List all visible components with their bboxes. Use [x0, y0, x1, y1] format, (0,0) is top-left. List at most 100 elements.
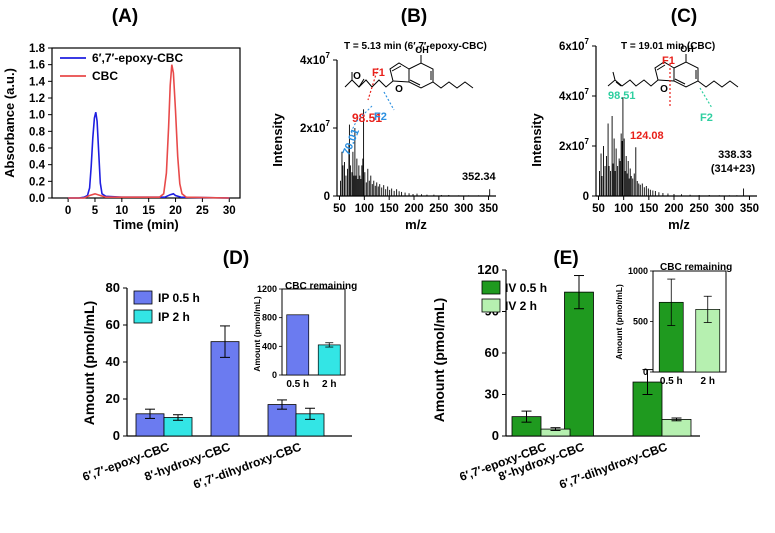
panel-a-x-axis-title: Time (min): [113, 217, 179, 232]
panel-a-x-tick-label: 25: [196, 205, 209, 217]
panel-d-inset-bar: [286, 314, 310, 376]
panel-d-y-tick-label: 80: [106, 280, 120, 295]
panel-d-inset-title: CBC remaining: [285, 281, 357, 292]
panel-letter-d: (D): [223, 248, 249, 269]
panel-b-y-axis-title: Intensity: [270, 113, 285, 167]
panel-d-legend-swatch-2: [133, 309, 153, 324]
panel-b-x-axis-title: m/z: [405, 217, 427, 232]
panel-b-y-tick-label: 2x107: [300, 119, 331, 135]
panel-b-y-ticks: 0 2x107 4x107: [300, 51, 337, 203]
panel-d-inset-category-labels: 0.5 h 2 h: [286, 379, 336, 390]
panel-c-mass-spectrum: 0 2x107 4x107 6x107 50 100 150 200 250 300 350 T …: [529, 37, 759, 232]
panel-letter-e: (E): [553, 248, 578, 269]
panel-d-y-ticks: 0 20 40 60 80: [106, 280, 127, 443]
panel-d-inset-frame: [281, 288, 346, 376]
panel-e-inset-bars: [658, 278, 721, 373]
panel-a-series-epoxy-line: [68, 112, 230, 199]
panel-d-inset: CBC remaining 0 400 800 1200 0.5 h 2 h Amoun…: [252, 281, 357, 390]
panel-a-plot-frame: [51, 47, 241, 199]
panel-e-inset-title: CBC remaining: [660, 262, 732, 273]
panel-c-x-tick-label: 50: [592, 203, 605, 215]
panel-b-x-ticks: 50 100 150 200 250 300 350: [333, 196, 498, 215]
panel-e-bar: [564, 291, 594, 437]
panel-c-y-tick-label: 0: [583, 191, 589, 203]
panel-e-y-tick-label: 60: [485, 345, 499, 360]
panel-a-legend: 6′,7′-epoxy-CBC CBC: [60, 51, 183, 83]
panel-b-x-tick-label: 250: [429, 203, 448, 215]
panel-letter-c: (C): [671, 6, 697, 27]
panel-c-f2-cut: [699, 87, 713, 109]
panel-b-mass-spectrum: 0 2x107 4x107 50 100 150 200 250 300 350 T = 5.1…: [270, 41, 498, 232]
panel-e-legend-label-05: IV 0.5 h: [505, 281, 547, 295]
panel-d-inset-y-tick-label: 1200: [257, 284, 277, 294]
panel-c-peak-label-124: 124.08: [630, 130, 664, 142]
panel-d-inset-y-ticks: 0 400 800 1200: [257, 284, 282, 380]
panel-c-y-tick-label: 2x107: [559, 137, 590, 153]
panel-c-title: T = 19.01 min (CBC): [621, 41, 715, 52]
panel-e-inset-category-label: 2 h: [701, 376, 715, 387]
panel-a-series-cbc-line: [68, 64, 230, 199]
panel-e-inset-category-labels: 0.5 h 2 h: [660, 376, 715, 387]
panel-c-f1-label: F1: [662, 55, 675, 67]
panel-e-inset-y-tick-label: 500: [633, 317, 648, 327]
panel-d-inset-bars: [286, 314, 341, 376]
panel-c-x-tick-label: 200: [664, 203, 683, 215]
panel-e-inset-category-label: 0.5 h: [660, 376, 683, 387]
panel-d-legend: IP 0.5 h IP 2 h: [133, 290, 200, 324]
panel-d-y-axis-title: Amount (pmol/mL): [81, 301, 97, 425]
panel-a-y-tick-label: 0.2: [29, 176, 45, 188]
panel-c-x-tick-label: 100: [614, 203, 633, 215]
panel-b-structure-epoxide-oxygen: O: [353, 71, 361, 82]
panel-d-category-labels: 6′,7′-epoxy-CBC8′-hydroxy-CBC6′,7′-dihyd…: [81, 440, 304, 492]
panel-d-inset-bar: [317, 344, 341, 376]
panel-a-y-tick-label: 0.0: [29, 193, 45, 205]
panel-b-x-tick-label: 350: [479, 203, 498, 215]
panel-e-y-tick-label: 30: [485, 387, 499, 402]
panel-c-x-axis-title: m/z: [668, 217, 690, 232]
panel-c-structure-ring-oxygen: O: [660, 84, 668, 95]
panel-c-peak-label-98: 98.51: [608, 90, 636, 102]
panel-d-ip-bar-chart: 0 20 40 60 80 6′,7′-epoxy-CBC8′-hydroxy-CBC6…: [81, 280, 358, 492]
panel-e-legend-swatch-05: [481, 280, 501, 295]
panel-e-inset-y-tick-label: 1000: [628, 266, 648, 276]
panel-c-y-tick-label: 4x107: [559, 87, 590, 103]
panel-c-x-tick-label: 150: [639, 203, 658, 215]
panel-d-y-tick-label: 20: [106, 391, 120, 406]
panel-e-legend: IV 0.5 h IV 2 h: [481, 280, 547, 313]
panel-b-x-tick-label: 150: [380, 203, 399, 215]
panel-b-x-tick-label: 50: [333, 203, 346, 215]
panel-b-structure-ring-oxygen: O: [395, 84, 403, 95]
panel-c-y-tick-label: 6x107: [559, 37, 590, 53]
panel-b-f1-cut: [367, 67, 379, 101]
panel-a-chromatogram: 0.0 0.2 0.4 0.6 0.8 1.0 1.2 1.4 1.6 1.8 0 5 10 15 20 2…: [2, 43, 241, 232]
panel-c-y-ticks: 0 2x107 4x107 6x107: [559, 37, 596, 203]
panel-e-inset: CBC remaining 0 500 1000 0.5 h 2 h Amount (…: [614, 262, 732, 387]
panel-e-category-labels: 6′,7′-epoxy-CBC8′-hydroxy-CBC6′,7′-dihyd…: [458, 440, 670, 492]
panel-d-bars: [135, 325, 325, 437]
panel-a-x-ticks: 0 5 10 15 20 25 30: [65, 198, 236, 217]
panel-a-legend-label-epoxy: 6′,7′-epoxy-CBC: [92, 51, 183, 65]
panel-b-f1-label: F1: [372, 67, 385, 79]
panel-b-x-tick-label: 200: [404, 203, 423, 215]
panel-d-bar: [267, 404, 297, 437]
panel-e-legend-swatch-2: [481, 298, 501, 313]
panel-d-legend-label-05: IP 0.5 h: [158, 291, 200, 305]
panel-letter-b: (B): [401, 6, 427, 27]
panel-a-y-tick-label: 1.0: [29, 110, 45, 122]
panel-c-f2-label: F2: [700, 112, 713, 124]
panel-e-y-axis-title: Amount (pmol/mL): [431, 298, 447, 422]
panel-d-inset-y-tick-label: 400: [262, 341, 277, 351]
panel-c-peak-label-338: 338.33: [718, 149, 752, 161]
panel-e-legend-label-2: IV 2 h: [505, 299, 537, 313]
panel-b-x-tick-label: 300: [454, 203, 473, 215]
panel-e-inset-y-axis-title: Amount (pmol/mL): [614, 284, 624, 360]
panel-d-legend-label-2: IP 2 h: [158, 310, 190, 324]
panel-b-f2-label: F2: [374, 111, 387, 123]
panel-a-y-tick-label: 0.8: [29, 126, 46, 138]
panel-d-legend-swatch-05: [133, 290, 153, 305]
panel-b-peak-label-98: 98.51: [352, 111, 382, 125]
panel-d-inset-y-axis-title: Amount (pmol/mL): [252, 296, 262, 372]
panel-c-peak-label-adduct: (314+23): [711, 163, 756, 175]
panel-c-cbc-structure: O OH F1 F2: [607, 44, 739, 124]
